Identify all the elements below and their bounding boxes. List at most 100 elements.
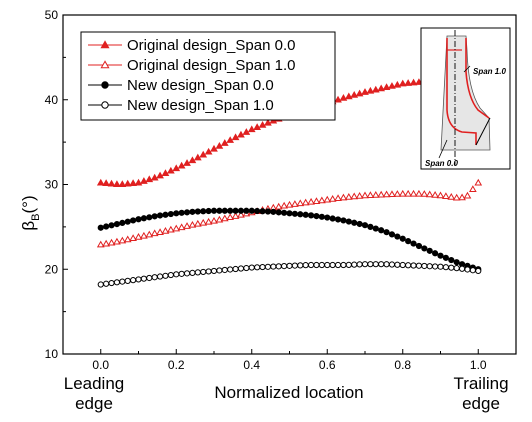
data-point: [367, 223, 374, 230]
data-point: [323, 195, 332, 203]
data-point: [205, 207, 212, 215]
data-point: [258, 121, 267, 128]
data-point: [200, 208, 207, 215]
data-point: [124, 277, 131, 284]
data-point: [281, 209, 288, 216]
data-point: [474, 178, 483, 186]
legend-label: Original design_Span 0.0: [127, 37, 295, 54]
data-point: [442, 192, 450, 199]
data-point: [361, 191, 369, 199]
data-point: [140, 215, 147, 222]
data-point: [172, 164, 181, 172]
data-point: [210, 144, 218, 152]
data-point: [237, 130, 245, 138]
leading-edge-label-line2: edge: [75, 394, 113, 413]
data-point: [226, 213, 235, 221]
y-axis-subscript: B: [30, 214, 42, 221]
data-point: [291, 200, 299, 207]
data-point: [415, 262, 423, 269]
data-point: [254, 264, 261, 271]
data-point: [372, 225, 379, 232]
data-point: [394, 261, 401, 268]
data-point: [193, 153, 202, 161]
data-point: [264, 208, 272, 215]
legend-label: Original design_Span 1.0: [127, 57, 295, 74]
data-point: [151, 274, 158, 281]
data-point: [199, 218, 208, 226]
data-point: [130, 277, 137, 284]
data-point: [118, 236, 127, 244]
data-point: [101, 101, 109, 109]
inset-span0-pointer: [438, 139, 448, 159]
data-point: [221, 207, 228, 214]
data-point: [134, 233, 143, 240]
data-point: [178, 270, 185, 277]
data-point: [188, 220, 197, 228]
x-tick-label: 0.8: [394, 358, 411, 372]
data-point: [113, 279, 121, 286]
data-point: [313, 261, 320, 269]
series-2: [97, 207, 482, 273]
data-point: [156, 171, 164, 179]
trailing-edge-label-line1: Trailing: [453, 374, 508, 393]
data-point: [96, 240, 105, 248]
data-point: [458, 193, 466, 201]
data-point: [172, 224, 181, 232]
data-point: [113, 180, 121, 188]
data-point: [237, 207, 245, 214]
y-tick-label: 20: [45, 262, 59, 276]
data-point: [140, 177, 148, 184]
data-point: [453, 259, 460, 266]
data-point: [469, 185, 477, 193]
data-point: [350, 91, 359, 98]
data-point: [356, 261, 363, 268]
data-point: [237, 265, 245, 272]
data-point: [302, 211, 309, 218]
data-point: [399, 235, 406, 242]
inset-label-span0: Span 0.0: [425, 159, 458, 168]
data-point: [372, 261, 379, 268]
y-axis-symbol: β: [19, 221, 38, 231]
data-point: [307, 212, 315, 219]
data-point: [264, 263, 272, 270]
data-point: [313, 212, 320, 220]
data-point: [334, 194, 342, 202]
data-point: [340, 217, 347, 224]
data-point: [393, 190, 402, 197]
data-point: [426, 263, 433, 270]
data-point: [274, 202, 283, 210]
data-point: [205, 268, 212, 275]
data-point: [231, 212, 240, 219]
data-point: [415, 78, 423, 85]
data-point: [162, 211, 169, 218]
data-point: [437, 263, 444, 270]
data-point: [285, 200, 294, 208]
data-point: [119, 278, 126, 285]
data-point: [226, 136, 235, 143]
data-point: [302, 262, 309, 269]
data-point: [216, 267, 223, 274]
x-tick-label: 0.4: [243, 358, 260, 372]
data-point: [404, 79, 412, 86]
legend-label: New design_Span 1.0: [127, 97, 274, 114]
data-point: [436, 191, 445, 199]
data-point: [415, 189, 423, 197]
data-point: [452, 193, 461, 201]
data-point: [151, 213, 158, 220]
data-point: [442, 254, 449, 261]
data-point: [344, 192, 353, 200]
data-point: [388, 190, 396, 198]
inset-passage-shape: [440, 35, 491, 151]
data-point: [286, 210, 293, 217]
data-point: [232, 265, 239, 273]
data-point: [448, 264, 455, 271]
data-point: [345, 218, 352, 225]
data-point: [247, 125, 256, 133]
data-point: [156, 228, 164, 235]
data-point: [275, 209, 282, 216]
data-point: [297, 211, 304, 218]
y-tick-label: 10: [45, 347, 59, 361]
data-point: [129, 179, 137, 187]
data-point: [227, 266, 234, 273]
data-point: [194, 269, 201, 276]
